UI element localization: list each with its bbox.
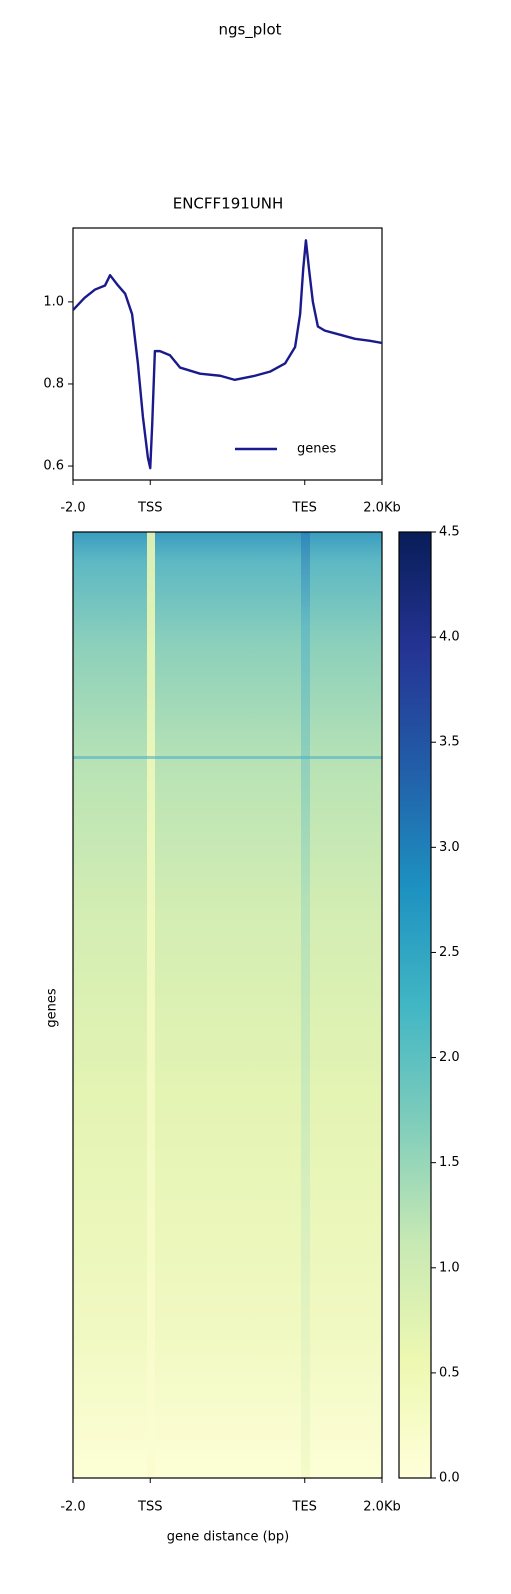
y-tick-label: 0.8 <box>43 376 64 391</box>
colorbar-tick-label: 1.0 <box>439 1260 460 1275</box>
x-axis-label: gene distance (bp) <box>167 1530 289 1545</box>
colorbar-tick-label: 2.5 <box>439 945 460 960</box>
x-tick-label: TES <box>292 501 317 516</box>
colorbar-tick-label: 4.5 <box>439 525 460 540</box>
x-tick-label: TSS <box>137 501 162 516</box>
y-tick-label: 0.6 <box>43 459 64 474</box>
x-tick-label: 2.0Kb <box>363 1500 400 1515</box>
profile-line <box>72 239 383 470</box>
colorbar-tick-label: 2.0 <box>439 1050 460 1065</box>
plot-frame <box>72 227 383 481</box>
colorbar-tick-label: 0.5 <box>439 1365 460 1380</box>
plot-title: ENCFF191UNH <box>173 195 284 213</box>
y-tick-label: 1.0 <box>43 294 64 309</box>
x-tick-label: TSS <box>137 1500 162 1515</box>
x-tick-label: 2.0Kb <box>363 501 400 516</box>
legend-label: genes <box>297 442 336 457</box>
colorbar-tick-label: 3.0 <box>439 840 460 855</box>
x-tick-label: -2.0 <box>60 501 85 516</box>
y-axis-label: genes <box>45 988 60 1027</box>
figure-title: ngs_plot <box>218 21 281 40</box>
heatmap-frame <box>72 531 383 1479</box>
colorbar-tick-label: 3.5 <box>439 735 460 750</box>
colorbar-tick-label: 0.0 <box>439 1471 460 1486</box>
colorbar-frame <box>398 531 432 1479</box>
heatmap-image <box>73 532 382 1478</box>
x-tick-label: -2.0 <box>60 1500 85 1515</box>
colorbar <box>399 532 431 1478</box>
colorbar-tick-label: 4.0 <box>439 630 460 645</box>
colorbar-tick-label: 1.5 <box>439 1155 460 1170</box>
x-tick-label: TES <box>292 1500 317 1515</box>
